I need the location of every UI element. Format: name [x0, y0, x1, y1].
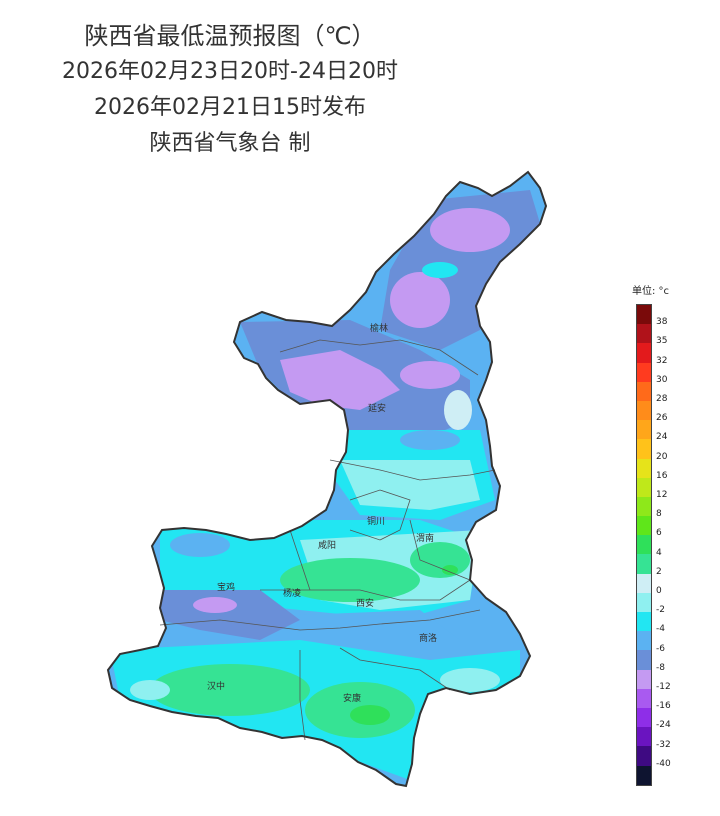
valid-period: 2026年02月23日20时-24日20时	[62, 59, 398, 84]
legend-swatch	[637, 305, 651, 325]
city-label-xian: 西安	[356, 597, 374, 609]
legend-swatch	[637, 535, 651, 555]
legend-swatch	[637, 343, 651, 363]
legend-label: 28	[656, 394, 668, 404]
legend-swatch	[637, 477, 651, 497]
legend-swatch	[637, 650, 651, 670]
legend-label: 8	[656, 509, 662, 520]
legend-label: 32	[656, 355, 668, 366]
legend-label: 20	[656, 451, 668, 462]
legend-label: -32	[656, 739, 671, 750]
producer: 陕西省气象台 制	[149, 131, 311, 156]
legend-swatch	[637, 324, 651, 344]
legend-label: -8	[656, 662, 665, 673]
legend-swatch	[637, 727, 651, 747]
legend-label: -12	[656, 682, 671, 692]
legend-swatch	[637, 496, 651, 517]
legend-label: 38	[656, 317, 668, 328]
legend-label: 24	[656, 432, 668, 443]
city-label-yulin: 榆林	[370, 322, 388, 334]
legend-color-bar	[636, 304, 652, 786]
legend-label: -40	[656, 758, 671, 769]
legend-label: -4	[656, 624, 665, 635]
legend-label: 16	[656, 470, 668, 481]
map-title-block: 陕西省最低温预报图（℃） 2026年02月23日20时-24日20时 2026年…	[0, 18, 460, 162]
city-labels: 榆林 延安 铜川 渭南 咸阳 宝鸡 杨凌 西安 商洛 汉中 安康	[207, 322, 437, 704]
legend-swatch	[637, 458, 651, 478]
city-label-weinan: 渭南	[416, 532, 434, 544]
city-label-yanan: 延安	[368, 402, 386, 414]
legend-swatch	[637, 439, 651, 459]
legend-label: 30	[656, 374, 668, 385]
legend-swatch	[637, 592, 651, 612]
legend-swatch	[637, 554, 651, 574]
legend-swatch	[637, 765, 651, 785]
legend-label: 0	[656, 586, 662, 596]
legend-label: 35	[656, 336, 668, 347]
legend-swatch	[637, 381, 651, 401]
city-label-yangling: 杨凌	[283, 587, 301, 599]
city-label-shangluo: 商洛	[419, 632, 437, 644]
legend-swatch	[637, 669, 651, 689]
legend-swatch	[637, 516, 651, 536]
legend-swatch	[637, 707, 651, 728]
legend-swatch	[637, 400, 651, 421]
city-label-baoji: 宝鸡	[217, 581, 235, 593]
legend-unit-label: 单位: °c	[632, 286, 670, 297]
legend-swatch	[637, 746, 651, 766]
temperature-field	[108, 172, 546, 786]
city-label-tongchuan: 铜川	[367, 515, 385, 527]
legend-swatch	[637, 362, 651, 382]
legend-label: -24	[656, 720, 671, 731]
city-label-xianyang: 咸阳	[318, 539, 336, 551]
legend-swatch	[637, 420, 651, 440]
legend-label: 2	[656, 566, 662, 577]
city-boundaries	[159, 339, 496, 741]
city-label-ankang: 安康	[343, 692, 361, 704]
legend-label: -6	[656, 643, 665, 654]
legend-label: -16	[656, 701, 671, 712]
map-title: 陕西省最低温预报图（℃）	[84, 22, 376, 50]
legend-label: 26	[656, 413, 668, 424]
legend-swatch	[637, 573, 651, 593]
legend-label: 4	[656, 547, 662, 558]
legend-swatch	[637, 688, 651, 708]
legend-label: -2	[656, 605, 665, 616]
legend-swatch	[637, 612, 651, 632]
legend-label: 12	[656, 490, 668, 500]
legend-swatch	[637, 631, 651, 651]
city-label-hanzhong: 汉中	[207, 680, 225, 692]
issue-time: 2026年02月21日15时发布	[94, 95, 366, 120]
legend-label: 6	[656, 528, 662, 539]
